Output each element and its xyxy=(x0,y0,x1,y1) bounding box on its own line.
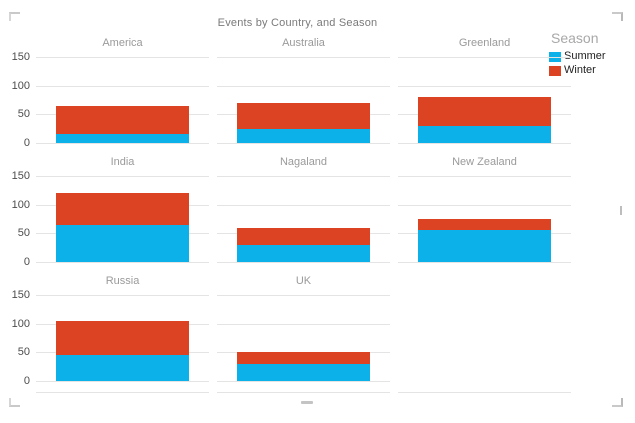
bar-segment-summer-india[interactable] xyxy=(55,224,190,262)
panel-title-russia: Russia xyxy=(105,275,140,287)
gridline xyxy=(36,295,209,296)
panel-plot-uk xyxy=(217,295,390,382)
bar-segment-winter-new-zealand[interactable] xyxy=(417,219,552,231)
gridline xyxy=(217,323,390,325)
bar-segment-winter-russia[interactable] xyxy=(55,320,190,356)
gridline xyxy=(398,204,571,206)
gridline xyxy=(398,176,571,177)
legend-label-winter: Winter xyxy=(564,64,596,76)
panel-plot-greenland xyxy=(398,57,571,144)
bar-segment-winter-nagaland[interactable] xyxy=(236,227,371,245)
gridline xyxy=(36,176,209,177)
y-axis-tick-label: 150 xyxy=(11,170,30,182)
gridline xyxy=(398,85,571,87)
panel-title-nagaland: Nagaland xyxy=(279,156,328,168)
legend: Season Summer Winter xyxy=(549,30,625,78)
panel-title-uk: UK xyxy=(295,275,312,287)
bar-segment-summer-greenland[interactable] xyxy=(417,125,552,143)
resize-handle-bottom[interactable] xyxy=(301,401,313,404)
y-axis-tick-label: 150 xyxy=(11,289,30,301)
bar-segment-summer-nagaland[interactable] xyxy=(236,244,371,262)
bar-segment-summer-america[interactable] xyxy=(55,134,190,143)
legend-item-summer[interactable]: Summer xyxy=(549,50,625,63)
y-axis-tick-label: 50 xyxy=(17,346,30,359)
panel-title-india: India xyxy=(110,156,135,168)
gridline xyxy=(36,57,209,58)
gridline xyxy=(217,143,390,144)
bar-segment-summer-new-zealand[interactable] xyxy=(417,230,552,262)
bar-segment-winter-india[interactable] xyxy=(55,193,190,225)
bar-segment-summer-russia[interactable] xyxy=(55,355,190,381)
legend-swatch-winter-icon xyxy=(549,65,561,76)
panel-title-new-zealand: New Zealand xyxy=(452,156,517,168)
gridline xyxy=(217,295,390,296)
gridline xyxy=(217,176,390,177)
legend-item-winter[interactable]: Winter xyxy=(549,64,625,77)
panel-plot-america xyxy=(36,57,209,144)
panel-plot-russia xyxy=(36,295,209,382)
gridline xyxy=(217,262,390,263)
y-axis-tick-label: 50 xyxy=(17,227,30,240)
next-row-axis-stub xyxy=(36,392,209,393)
gridline xyxy=(398,57,571,58)
bar-segment-winter-uk[interactable] xyxy=(236,352,371,364)
y-axis-tick-label: 100 xyxy=(11,79,30,92)
gridline xyxy=(36,85,209,87)
panel-plot-nagaland xyxy=(217,176,390,263)
y-axis-tick-label: 100 xyxy=(11,317,30,330)
y-axis-tick-label: 150 xyxy=(11,51,30,63)
panel-title-greenland: Greenland xyxy=(458,37,511,49)
next-row-axis-stub xyxy=(398,392,571,393)
y-axis-tick-label: 50 xyxy=(17,108,30,121)
y-axis-tick-label: 100 xyxy=(11,198,30,211)
y-axis-tick-label: 0 xyxy=(23,256,30,268)
gridline xyxy=(36,143,209,144)
gridline xyxy=(217,85,390,87)
panel-plot-new-zealand xyxy=(398,176,571,263)
bar-segment-summer-uk[interactable] xyxy=(236,363,371,381)
panel-plot-australia xyxy=(217,57,390,144)
gridline xyxy=(398,143,571,144)
resize-handle-right[interactable] xyxy=(620,206,622,215)
resize-handle-bottom-left[interactable] xyxy=(9,398,20,407)
legend-label-summer: Summer xyxy=(564,50,606,62)
bar-segment-winter-australia[interactable] xyxy=(236,102,371,129)
resize-handle-top-right[interactable] xyxy=(612,12,623,21)
next-row-axis-stub xyxy=(217,392,390,393)
resize-handle-bottom-right[interactable] xyxy=(612,398,623,407)
legend-title: Season xyxy=(551,30,599,46)
bar-segment-winter-america[interactable] xyxy=(55,105,190,135)
panel-plot-india xyxy=(36,176,209,263)
bar-segment-winter-greenland[interactable] xyxy=(417,97,552,126)
gridline xyxy=(36,262,209,263)
legend-swatch-summer-icon xyxy=(549,51,561,62)
gridline xyxy=(398,262,571,263)
chart-title: Events by Country, and Season xyxy=(217,17,378,29)
panel-title-america: America xyxy=(102,37,143,49)
gridline xyxy=(217,57,390,58)
gridline xyxy=(217,381,390,382)
bar-segment-summer-australia[interactable] xyxy=(236,128,371,143)
y-axis-tick-label: 0 xyxy=(23,375,30,387)
gridline xyxy=(36,381,209,382)
resize-handle-top-left[interactable] xyxy=(9,12,20,21)
panel-title-australia: Australia xyxy=(282,37,325,49)
gridline xyxy=(217,204,390,206)
y-axis-tick-label: 0 xyxy=(23,137,30,149)
